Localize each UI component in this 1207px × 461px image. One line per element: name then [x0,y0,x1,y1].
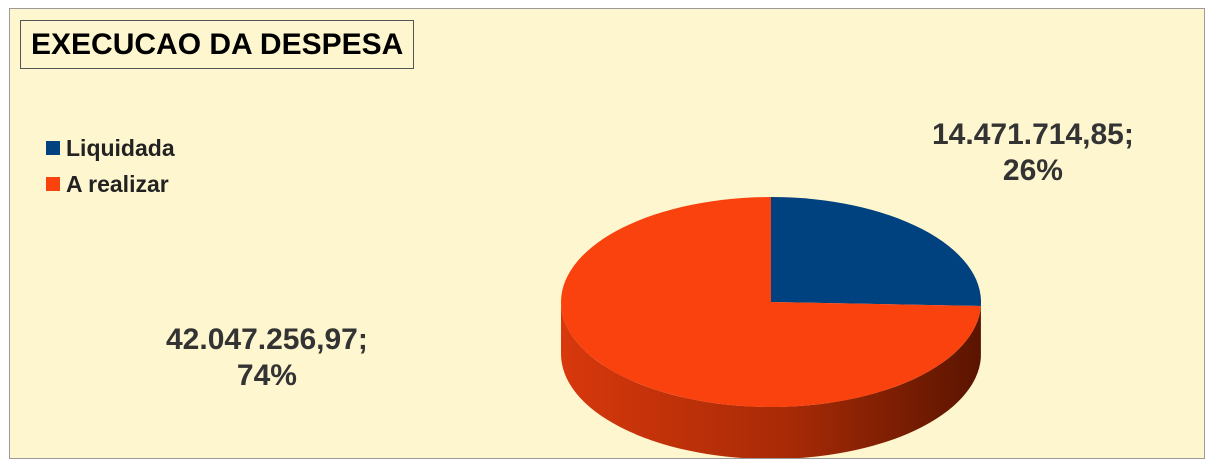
pie-slice-liquidada [771,197,982,306]
pie-chart [561,197,982,458]
data-label-liquidada: 14.471.714,85; 26% [932,117,1134,189]
pie-slice-a-realizar [561,197,981,407]
data-label-a-realizar-percent: 74% [236,359,297,392]
legend-item-liquidada: Liquidada [46,130,175,166]
legend: Liquidada A realizar [46,130,175,202]
data-label-liquidada-percent: 26% [1002,154,1063,187]
chart-title: EXECUCAO DA DESPESA [20,20,415,69]
legend-swatch-a-realizar [46,177,60,191]
legend-label-a-realizar: A realizar [66,170,169,197]
pie-side-a-realizar [561,302,981,458]
chart-area: EXECUCAO DA DESPESA Liquidada A realizar… [9,8,1205,459]
legend-item-a-realizar: A realizar [46,166,175,202]
data-label-a-realizar-value: 42.047.256,97; [166,323,368,356]
legend-swatch-liquidada [46,141,60,155]
data-label-liquidada-value: 14.471.714,85; [932,118,1134,151]
data-label-a-realizar: 42.047.256,97; 74% [166,322,368,394]
legend-label-liquidada: Liquidada [66,134,175,161]
